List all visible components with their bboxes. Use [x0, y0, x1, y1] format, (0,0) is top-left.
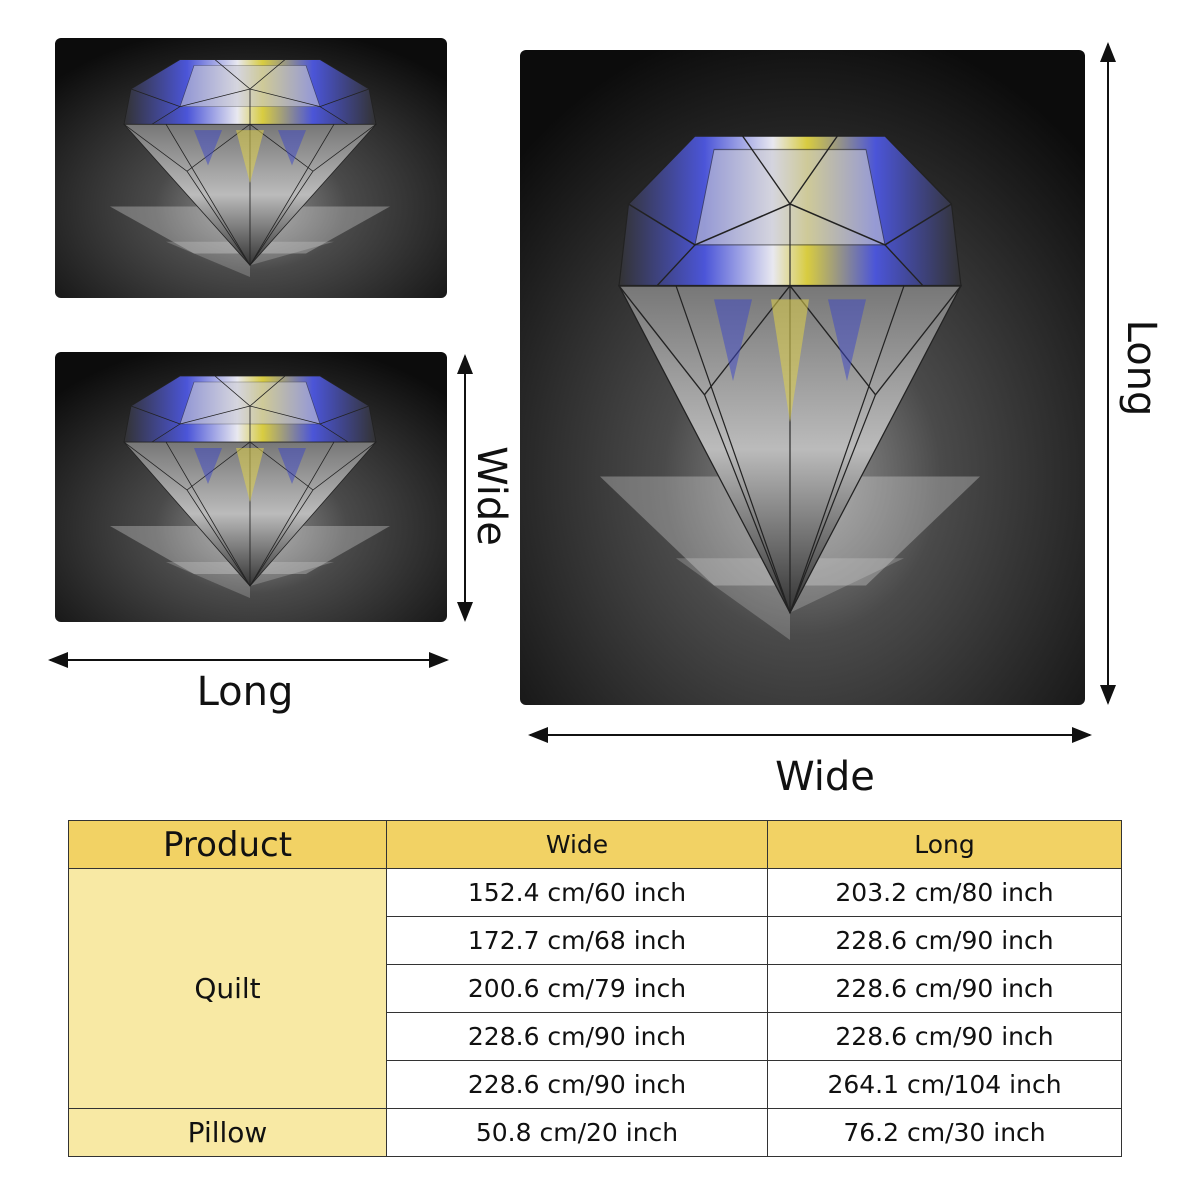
size-cell: 203.2 cm/80 inch	[767, 868, 1122, 917]
pillow-image	[55, 352, 447, 622]
size-cell: 172.7 cm/68 inch	[386, 916, 768, 965]
size-cell: 228.6 cm/90 inch	[767, 964, 1122, 1013]
size-row: Pillow 50.8 cm/20 inch 76.2 cm/30 inch	[68, 1108, 1122, 1157]
size-cell: 76.2 cm/30 inch	[767, 1108, 1122, 1157]
size-cell: 200.6 cm/79 inch	[386, 964, 768, 1013]
quilt-long-label: Long	[1118, 320, 1164, 417]
size-row: 172.7 cm/68 inch 228.6 cm/90 inch	[69, 916, 1122, 965]
pillow-long-label: Long	[197, 669, 294, 715]
header-cell: Product	[68, 820, 387, 869]
size-cell: 264.1 cm/104 inch	[767, 1060, 1122, 1109]
quilt-image	[520, 50, 1085, 705]
size-cell: 50.8 cm/20 inch	[386, 1108, 768, 1157]
pillow-wide-label: Wide	[468, 446, 514, 546]
product-illustration: Wide Long Long Wide	[48, 38, 1164, 800]
product-cell: Pillow	[68, 1108, 387, 1157]
size-cell: 228.6 cm/90 inch	[386, 1012, 768, 1061]
header-cell: Long	[767, 820, 1122, 869]
size-row: 228.6 cm/90 inch 228.6 cm/90 inch	[69, 1012, 1122, 1061]
product-cell: Quilt	[68, 868, 387, 1109]
size-cell: 228.6 cm/90 inch	[386, 1060, 768, 1109]
pillow-image	[55, 38, 447, 298]
size-cell: 152.4 cm/60 inch	[386, 868, 768, 917]
size-cell: 228.6 cm/90 inch	[767, 916, 1122, 965]
size-cell: 228.6 cm/90 inch	[767, 1012, 1122, 1061]
size-table: Product Wide Long Quilt 152.4 cm/60 inch 203.…	[68, 820, 1122, 1157]
dimension-arrows	[48, 42, 1116, 743]
size-row: Quilt 152.4 cm/60 inch 203.2 cm/80 inch	[68, 868, 1122, 1109]
header-row: Product Wide Long	[68, 820, 1122, 869]
header-cell: Wide	[386, 820, 768, 869]
quilt-wide-label: Wide	[775, 754, 875, 800]
size-row: 228.6 cm/90 inch 264.1 cm/104 inch	[69, 1060, 1122, 1109]
